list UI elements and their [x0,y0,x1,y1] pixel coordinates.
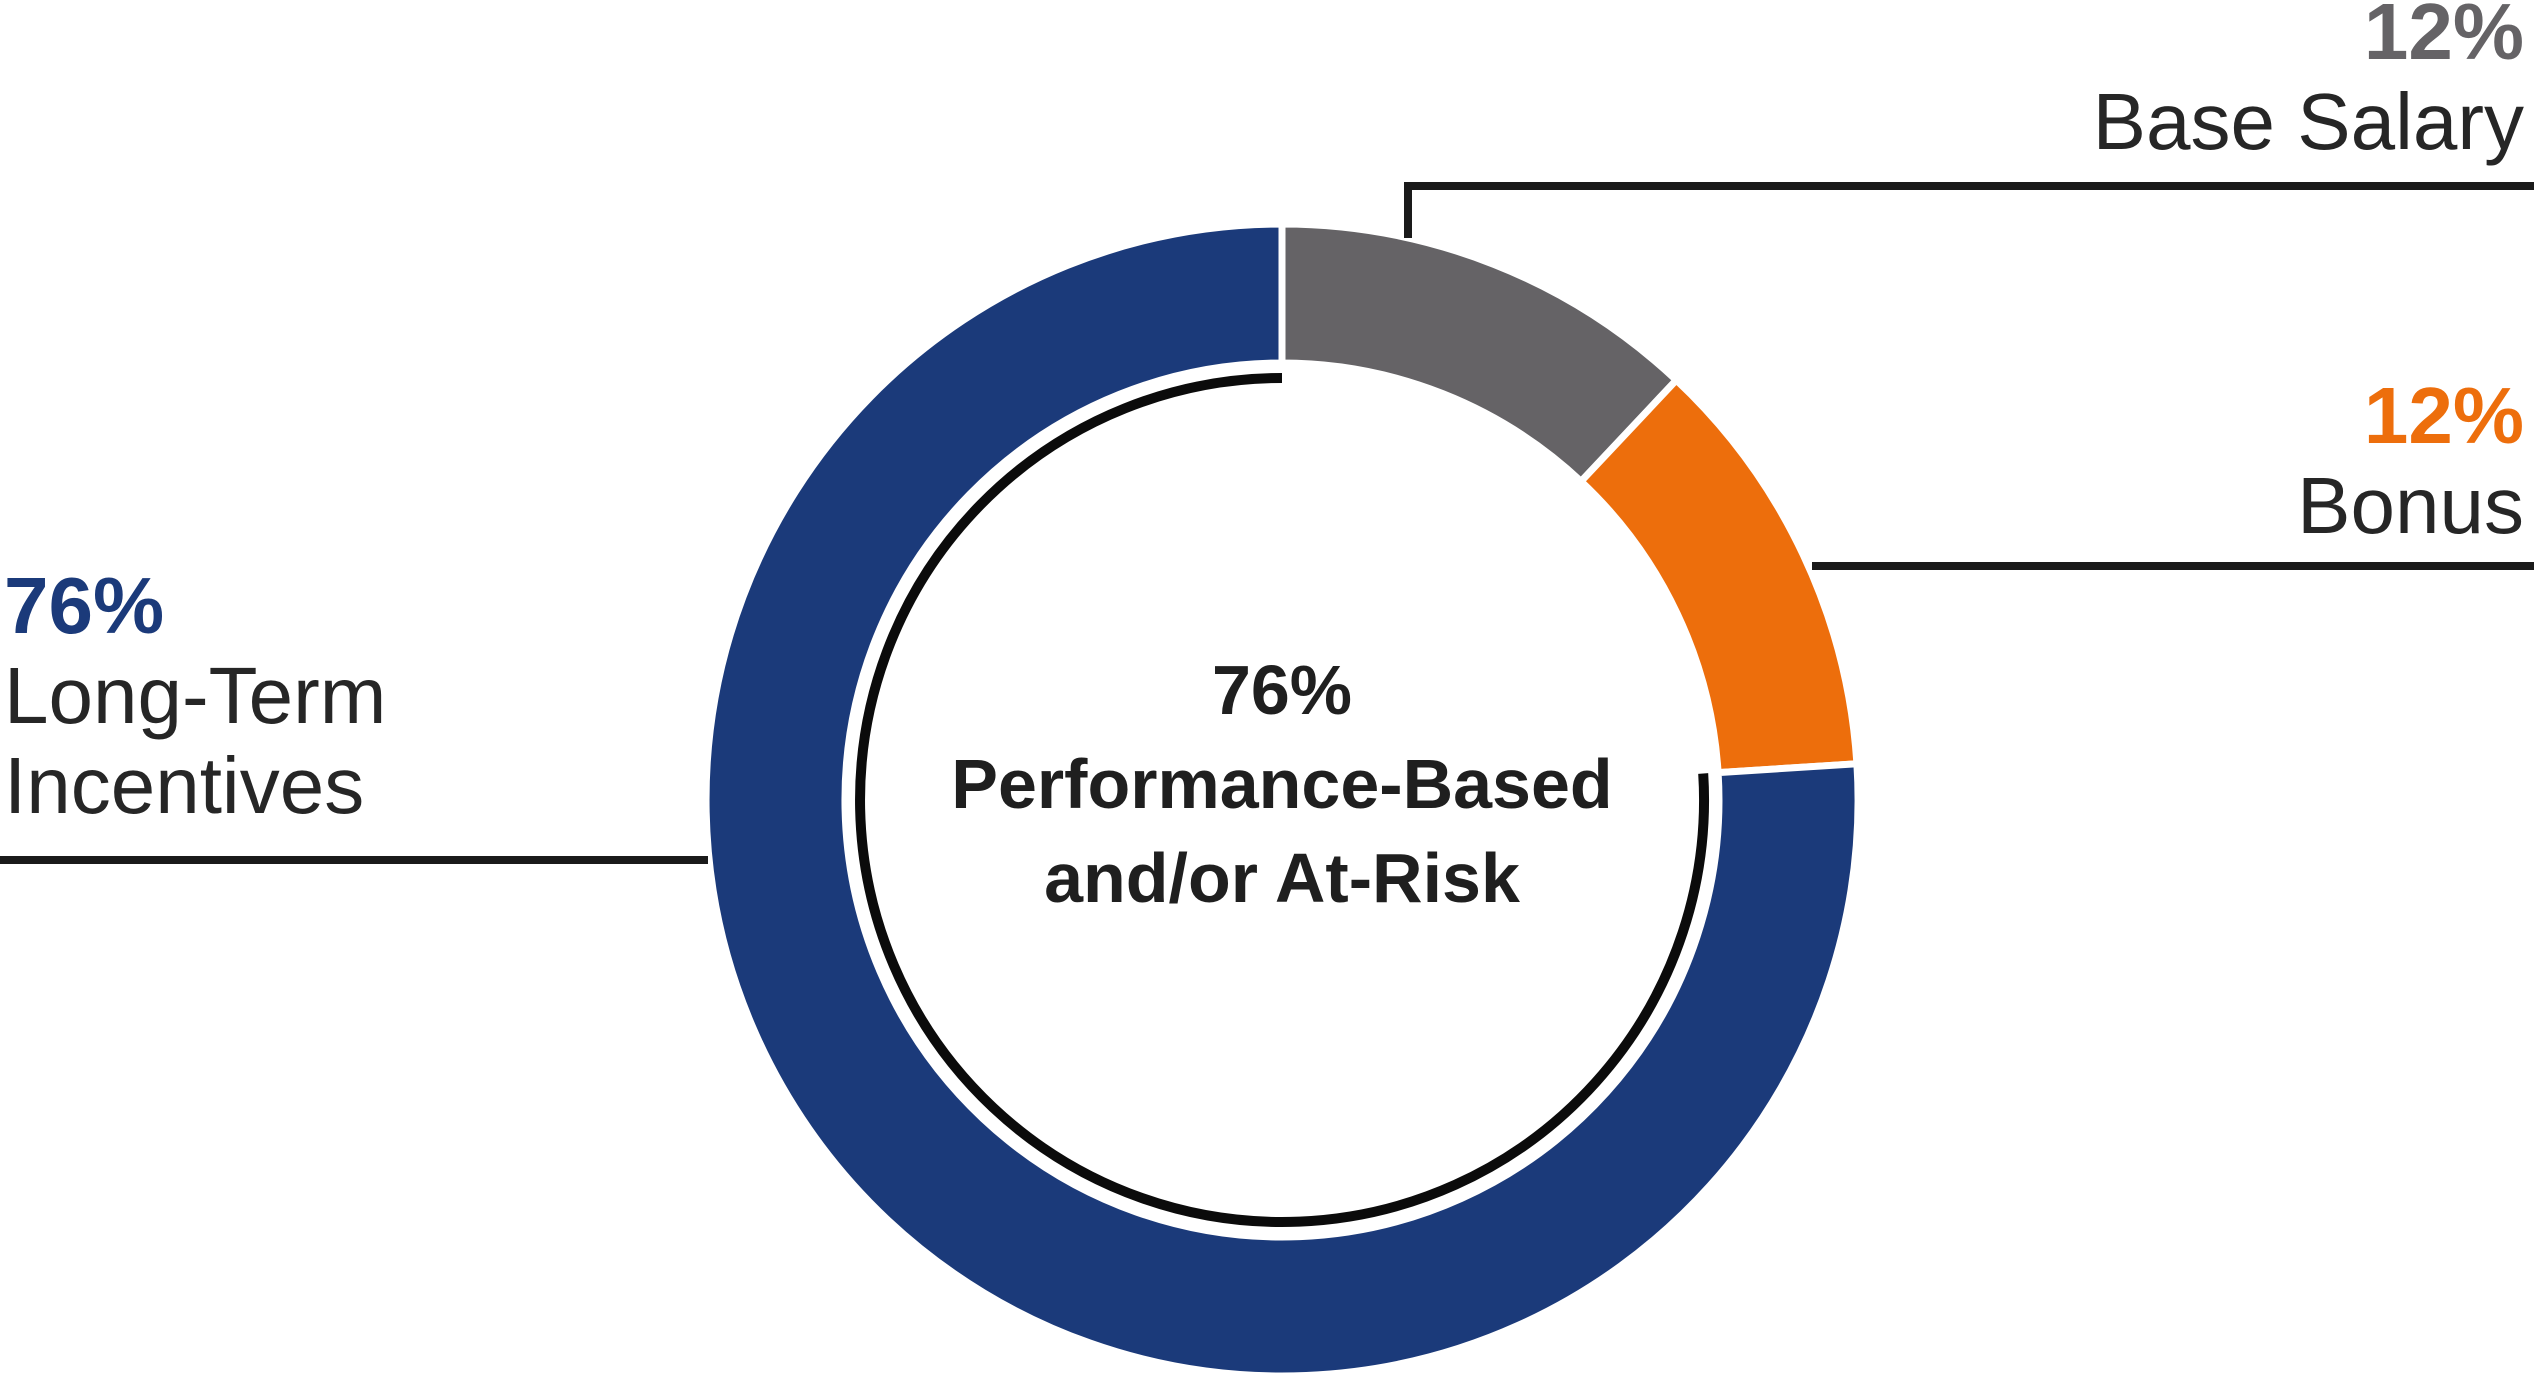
inner-highlight-arc [855,373,1709,1227]
callout-base-salary: 12% Base Salary [2093,0,2524,167]
base-salary-percent: 12% [2363,0,2524,76]
donut-segment-long-term-incentives [702,220,1862,1380]
bonus-label: Bonus [2297,461,2524,550]
bonus-percent: 12% [2363,371,2524,460]
callout-bonus: 12% Bonus [2297,371,2524,551]
center-label-line2: Performance-Based [951,745,1613,823]
callout-long-term-incentives: 76% Long-Term Incentives [4,561,386,831]
leader-line-base-salary [1404,182,2534,238]
center-label-line3: and/or At-Risk [1044,839,1520,917]
base-salary-label: Base Salary [2092,77,2524,166]
center-label-percent: 76% [1211,651,1353,729]
long-term-incentives-percent: 76% [4,561,165,650]
donut-center-label: 76% Performance-Based and/or At-Risk [782,643,1782,925]
long-term-incentives-label-line1: Long-Term [4,651,387,740]
long-term-incentives-label-line2: Incentives [4,741,365,830]
